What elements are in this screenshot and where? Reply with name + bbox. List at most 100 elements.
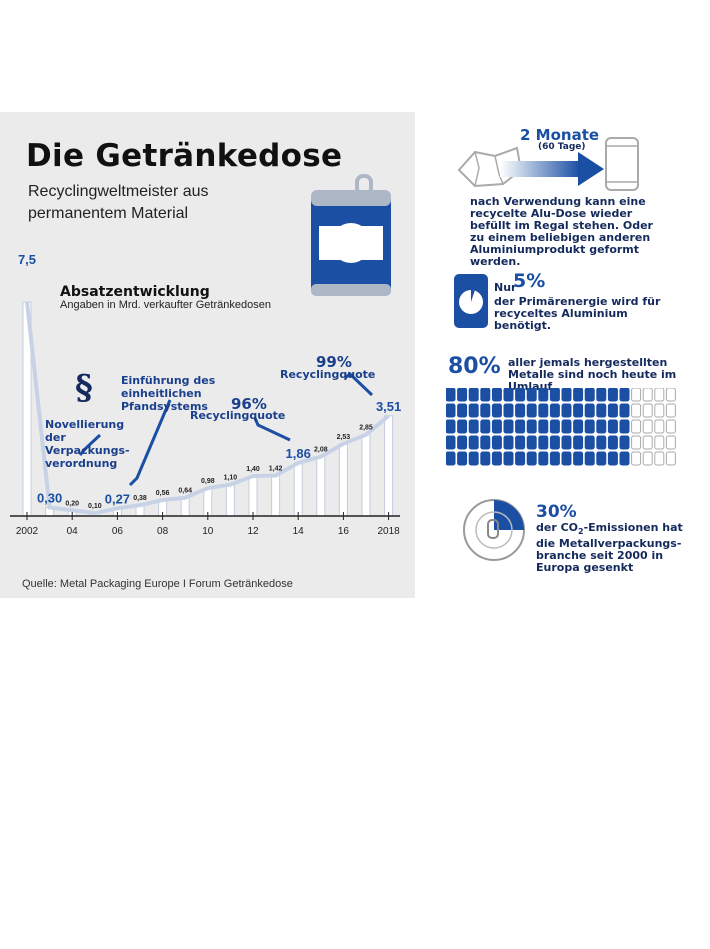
- data-label-2004: 0,20: [65, 500, 79, 507]
- blue-can: [584, 403, 595, 418]
- blue-can: [584, 388, 595, 402]
- blue-can: [549, 403, 560, 418]
- x-tick-label: 08: [157, 526, 169, 537]
- blue-can: [468, 435, 479, 450]
- bar-2010: [203, 487, 213, 517]
- blue-can: [515, 403, 526, 418]
- blue-can: [549, 451, 560, 466]
- blue-can: [573, 435, 584, 450]
- data-label-2010: 0,98: [201, 478, 215, 485]
- bar-2011: [225, 484, 235, 517]
- annotation-pointer: [78, 433, 102, 456]
- blue-can: [584, 451, 595, 466]
- bar-2015: [316, 456, 326, 517]
- blue-can: [457, 403, 468, 418]
- blue-can: [526, 419, 537, 434]
- data-label-2016: 2,53: [337, 434, 351, 441]
- sales-chart: 7,5 0,30 0,20 0,100,27 0,38 0,56 0,64 0,98 1,10 1…: [10, 252, 401, 537]
- blue-can: [607, 451, 618, 466]
- data-label-2011: 1,10: [224, 475, 238, 482]
- nur-label: Nur: [494, 281, 517, 294]
- blue-can: [515, 435, 526, 450]
- x-tick-label: 04: [67, 526, 79, 537]
- arrow-icon: [500, 152, 604, 186]
- bar-2012: [248, 475, 258, 517]
- blue-can: [538, 451, 549, 466]
- blue-can: [480, 419, 491, 434]
- data-label-2013: 1,42: [269, 465, 283, 472]
- recycling-96-label: Recyclingquote: [190, 409, 286, 422]
- annotation-einfuehrung: Einführung des einheitlichen Pfandsystem…: [121, 374, 216, 413]
- data-label-2018: 3,51: [376, 399, 401, 414]
- gray-can: [631, 435, 642, 450]
- gray-can: [642, 388, 653, 402]
- bar-2016: [338, 443, 348, 517]
- reuse-text: nach Verwendung kann eine recycelte Alu-…: [470, 195, 653, 268]
- blue-can: [446, 435, 456, 450]
- data-label-2014: 1,86: [286, 446, 311, 461]
- recycling-99-pct: 99%: [316, 353, 352, 371]
- section-subtitle: Angaben in Mrd. verkaufter Getränkedosen: [60, 299, 271, 311]
- energy-text: der Primärenergie wird für recyceltes Al…: [494, 295, 661, 332]
- blue-can: [561, 435, 572, 450]
- gray-can: [665, 388, 676, 402]
- blue-can: [619, 388, 630, 402]
- blue-can: [526, 435, 537, 450]
- gray-can: [665, 451, 676, 466]
- gray-can: [654, 435, 665, 450]
- blue-can: [596, 435, 607, 450]
- blue-can: [619, 451, 630, 466]
- can-icon: [311, 174, 391, 296]
- gray-can: [654, 419, 665, 434]
- data-label-2007: 0,38: [133, 495, 147, 502]
- pie-can-icon: [454, 274, 488, 328]
- blue-can: [491, 388, 502, 402]
- gray-can: [631, 403, 642, 418]
- blue-can: [596, 419, 607, 434]
- can-grid-icon: [446, 388, 676, 466]
- recycling-96-pct: 96%: [231, 395, 267, 413]
- data-label-2012: 1,40: [246, 466, 260, 473]
- blue-can: [515, 419, 526, 434]
- page-subtitle: Recyclingweltmeister aus permanentem Mat…: [28, 183, 209, 222]
- blue-can: [503, 419, 514, 434]
- blue-can: [561, 419, 572, 434]
- blue-can: [549, 435, 560, 450]
- gray-can: [631, 388, 642, 402]
- blue-can: [526, 451, 537, 466]
- blue-can: [480, 388, 491, 402]
- blue-can: [446, 451, 456, 466]
- blue-can: [584, 419, 595, 434]
- gray-can: [665, 419, 676, 434]
- data-label-2017: 2,85: [359, 425, 373, 432]
- blue-can: [468, 388, 479, 402]
- annotation-pointer: [344, 372, 374, 397]
- bar-2017: [361, 434, 371, 517]
- blue-can: [607, 419, 618, 434]
- x-tick-label: 2018: [377, 526, 400, 537]
- blue-can: [446, 419, 456, 434]
- blue-can: [584, 435, 595, 450]
- bar-2018: [384, 415, 394, 517]
- blue-can: [538, 419, 549, 434]
- x-tick-label: 2002: [16, 526, 39, 537]
- section-title: Absatzentwicklung: [60, 284, 210, 300]
- gray-can: [642, 435, 653, 450]
- blue-can: [596, 403, 607, 418]
- blue-can: [480, 403, 491, 418]
- gray-can: [642, 451, 653, 466]
- blue-can: [503, 403, 514, 418]
- blue-can: [515, 388, 526, 402]
- blue-can: [491, 435, 502, 450]
- blue-can: [573, 388, 584, 402]
- co2-text: der CO2-Emissionen hat die Metallverpack…: [536, 521, 683, 575]
- trend-line: [25, 301, 390, 516]
- gray-can: [642, 419, 653, 434]
- data-label-2002: 7,5: [18, 252, 36, 267]
- data-label-2009: 0,64: [178, 488, 192, 495]
- blue-can: [538, 388, 549, 402]
- blue-can: [480, 451, 491, 466]
- x-tick-label: 16: [338, 526, 350, 537]
- blue-can: [549, 419, 560, 434]
- blue-can: [503, 435, 514, 450]
